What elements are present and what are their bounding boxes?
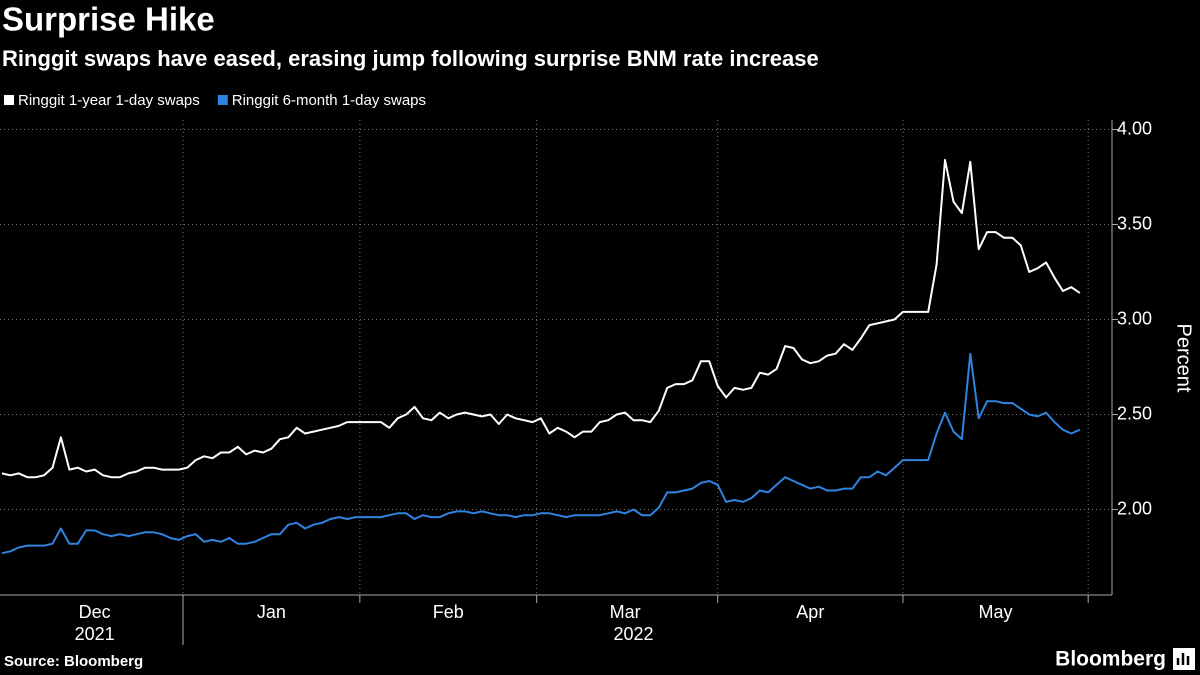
legend-swatch <box>4 95 14 105</box>
y-tick-label: 2.50 <box>1117 403 1152 423</box>
x-year-label: 2021 <box>75 624 115 644</box>
series-line <box>1 352 1081 555</box>
legend-label: Ringgit 1-year 1-day swaps <box>18 92 200 109</box>
x-tick-label: Feb <box>433 602 464 622</box>
x-tick-label: Jan <box>257 602 286 622</box>
x-tick-label: May <box>979 602 1013 622</box>
y-tick-label: 3.00 <box>1117 308 1152 328</box>
legend-label: Ringgit 6-month 1-day swaps <box>232 92 426 109</box>
legend-swatch <box>217 95 228 105</box>
y-tick-label: 2.00 <box>1117 498 1152 518</box>
brand: Bloomberg <box>1055 648 1166 671</box>
brand-icon-bars <box>1176 653 1190 665</box>
x-year-label: 2022 <box>613 624 653 644</box>
chart-subtitle: Ringgit swaps have eased, erasing jump f… <box>2 46 819 71</box>
y-tick-label: 4.00 <box>1117 118 1152 138</box>
series-line <box>1 158 1081 479</box>
source: Source: Bloomberg <box>4 653 143 670</box>
y-tick-label: 3.50 <box>1117 213 1152 233</box>
x-tick-label: Apr <box>796 602 824 622</box>
chart-title: Surprise Hike <box>2 1 215 38</box>
x-tick-label: Dec <box>79 602 111 622</box>
x-tick-label: Mar <box>610 602 641 622</box>
y-axis-label: Percent <box>1173 324 1195 393</box>
